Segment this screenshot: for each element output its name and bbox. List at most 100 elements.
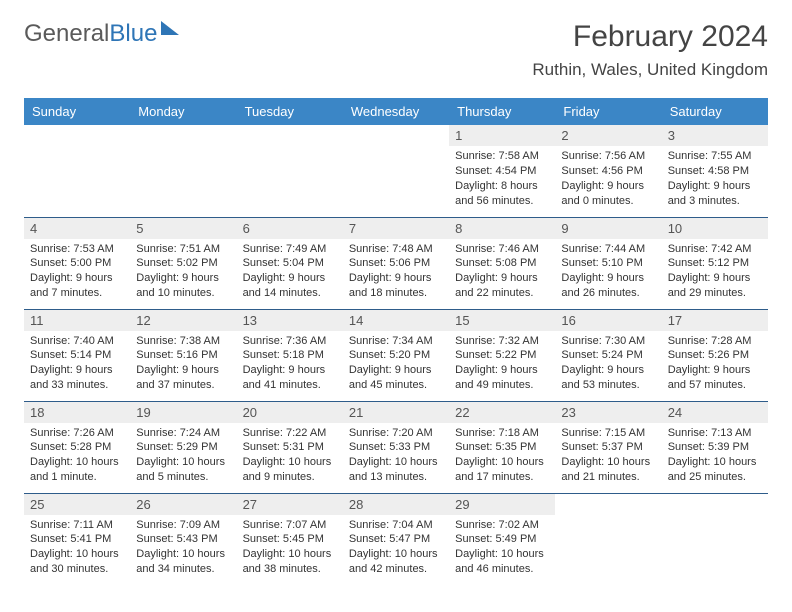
day-body: Sunrise: 7:09 AMSunset: 5:43 PMDaylight:… — [130, 515, 236, 583]
day-body: Sunrise: 7:53 AMSunset: 5:00 PMDaylight:… — [24, 239, 130, 307]
sunset-text: Sunset: 5:00 PM — [30, 256, 124, 271]
sunrise-text: Sunrise: 7:58 AM — [455, 149, 549, 164]
day-number: 8 — [449, 218, 555, 239]
sunset-text: Sunset: 5:18 PM — [243, 348, 337, 363]
day-body: Sunrise: 7:30 AMSunset: 5:24 PMDaylight:… — [555, 331, 661, 399]
day-number: 17 — [662, 310, 768, 331]
daylight-text: Daylight: 9 hours and 14 minutes. — [243, 271, 337, 301]
sunset-text: Sunset: 5:29 PM — [136, 440, 230, 455]
day-number: 24 — [662, 402, 768, 423]
day-body: Sunrise: 7:22 AMSunset: 5:31 PMDaylight:… — [237, 423, 343, 491]
day-body: Sunrise: 7:38 AMSunset: 5:16 PMDaylight:… — [130, 331, 236, 399]
calendar-day-cell: 28Sunrise: 7:04 AMSunset: 5:47 PMDayligh… — [343, 493, 449, 585]
sunset-text: Sunset: 5:08 PM — [455, 256, 549, 271]
calendar-day-cell: 25Sunrise: 7:11 AMSunset: 5:41 PMDayligh… — [24, 493, 130, 585]
calendar-day-cell: 21Sunrise: 7:20 AMSunset: 5:33 PMDayligh… — [343, 401, 449, 493]
weekday-header: Wednesday — [343, 98, 449, 125]
calendar-week-row: 25Sunrise: 7:11 AMSunset: 5:41 PMDayligh… — [24, 493, 768, 585]
brand-text-1: General — [24, 20, 109, 48]
sunrise-text: Sunrise: 7:56 AM — [561, 149, 655, 164]
daylight-text: Daylight: 10 hours and 13 minutes. — [349, 455, 443, 485]
sunrise-text: Sunrise: 7:30 AM — [561, 334, 655, 349]
weekday-header: Monday — [130, 98, 236, 125]
day-number: 10 — [662, 218, 768, 239]
calendar-day-cell: 10Sunrise: 7:42 AMSunset: 5:12 PMDayligh… — [662, 217, 768, 309]
day-number: 14 — [343, 310, 449, 331]
daylight-text: Daylight: 9 hours and 29 minutes. — [668, 271, 762, 301]
calendar-day-cell: 18Sunrise: 7:26 AMSunset: 5:28 PMDayligh… — [24, 401, 130, 493]
calendar-week-row: 4Sunrise: 7:53 AMSunset: 5:00 PMDaylight… — [24, 217, 768, 309]
calendar-day-cell: 12Sunrise: 7:38 AMSunset: 5:16 PMDayligh… — [130, 309, 236, 401]
location-subtitle: Ruthin, Wales, United Kingdom — [532, 60, 768, 80]
calendar-day-cell: 23Sunrise: 7:15 AMSunset: 5:37 PMDayligh… — [555, 401, 661, 493]
weekday-header: Sunday — [24, 98, 130, 125]
day-body: Sunrise: 7:26 AMSunset: 5:28 PMDaylight:… — [24, 423, 130, 491]
day-body: Sunrise: 7:49 AMSunset: 5:04 PMDaylight:… — [237, 239, 343, 307]
calendar-day-cell: 4Sunrise: 7:53 AMSunset: 5:00 PMDaylight… — [24, 217, 130, 309]
sunrise-text: Sunrise: 7:32 AM — [455, 334, 549, 349]
daylight-text: Daylight: 9 hours and 18 minutes. — [349, 271, 443, 301]
calendar-day-cell: 7Sunrise: 7:48 AMSunset: 5:06 PMDaylight… — [343, 217, 449, 309]
sunset-text: Sunset: 5:41 PM — [30, 532, 124, 547]
calendar-day-cell — [343, 125, 449, 217]
sunrise-text: Sunrise: 7:20 AM — [349, 426, 443, 441]
calendar-day-cell — [24, 125, 130, 217]
sunset-text: Sunset: 5:49 PM — [455, 532, 549, 547]
day-number: 15 — [449, 310, 555, 331]
calendar-day-cell: 24Sunrise: 7:13 AMSunset: 5:39 PMDayligh… — [662, 401, 768, 493]
sunrise-text: Sunrise: 7:49 AM — [243, 242, 337, 257]
sunrise-text: Sunrise: 7:44 AM — [561, 242, 655, 257]
daylight-text: Daylight: 10 hours and 5 minutes. — [136, 455, 230, 485]
daylight-text: Daylight: 8 hours and 56 minutes. — [455, 179, 549, 209]
calendar-day-cell: 13Sunrise: 7:36 AMSunset: 5:18 PMDayligh… — [237, 309, 343, 401]
sunset-text: Sunset: 5:39 PM — [668, 440, 762, 455]
weekday-header: Saturday — [662, 98, 768, 125]
daylight-text: Daylight: 9 hours and 26 minutes. — [561, 271, 655, 301]
brand-logo: GeneralBlue — [24, 20, 179, 48]
day-body: Sunrise: 7:56 AMSunset: 4:56 PMDaylight:… — [555, 146, 661, 214]
day-number: 9 — [555, 218, 661, 239]
sunrise-text: Sunrise: 7:15 AM — [561, 426, 655, 441]
day-body: Sunrise: 7:11 AMSunset: 5:41 PMDaylight:… — [24, 515, 130, 583]
sunrise-text: Sunrise: 7:22 AM — [243, 426, 337, 441]
sunrise-text: Sunrise: 7:28 AM — [668, 334, 762, 349]
daylight-text: Daylight: 10 hours and 46 minutes. — [455, 547, 549, 577]
calendar-day-cell: 11Sunrise: 7:40 AMSunset: 5:14 PMDayligh… — [24, 309, 130, 401]
sunrise-text: Sunrise: 7:48 AM — [349, 242, 443, 257]
daylight-text: Daylight: 10 hours and 21 minutes. — [561, 455, 655, 485]
calendar-body: 1Sunrise: 7:58 AMSunset: 4:54 PMDaylight… — [24, 125, 768, 585]
day-body: Sunrise: 7:18 AMSunset: 5:35 PMDaylight:… — [449, 423, 555, 491]
sunset-text: Sunset: 5:02 PM — [136, 256, 230, 271]
day-number: 13 — [237, 310, 343, 331]
day-number: 25 — [24, 494, 130, 515]
sunset-text: Sunset: 5:37 PM — [561, 440, 655, 455]
calendar-day-cell: 27Sunrise: 7:07 AMSunset: 5:45 PMDayligh… — [237, 493, 343, 585]
day-body: Sunrise: 7:44 AMSunset: 5:10 PMDaylight:… — [555, 239, 661, 307]
daylight-text: Daylight: 9 hours and 7 minutes. — [30, 271, 124, 301]
day-number: 1 — [449, 125, 555, 146]
sunrise-text: Sunrise: 7:53 AM — [30, 242, 124, 257]
sunset-text: Sunset: 5:10 PM — [561, 256, 655, 271]
calendar-day-cell: 22Sunrise: 7:18 AMSunset: 5:35 PMDayligh… — [449, 401, 555, 493]
sunrise-text: Sunrise: 7:11 AM — [30, 518, 124, 533]
sunrise-text: Sunrise: 7:02 AM — [455, 518, 549, 533]
sunset-text: Sunset: 5:45 PM — [243, 532, 337, 547]
day-number: 27 — [237, 494, 343, 515]
day-number: 26 — [130, 494, 236, 515]
weekday-header: Tuesday — [237, 98, 343, 125]
day-number: 28 — [343, 494, 449, 515]
daylight-text: Daylight: 9 hours and 53 minutes. — [561, 363, 655, 393]
daylight-text: Daylight: 9 hours and 49 minutes. — [455, 363, 549, 393]
calendar-day-cell: 2Sunrise: 7:56 AMSunset: 4:56 PMDaylight… — [555, 125, 661, 217]
day-body: Sunrise: 7:32 AMSunset: 5:22 PMDaylight:… — [449, 331, 555, 399]
daylight-text: Daylight: 10 hours and 9 minutes. — [243, 455, 337, 485]
sunset-text: Sunset: 5:35 PM — [455, 440, 549, 455]
sunset-text: Sunset: 5:16 PM — [136, 348, 230, 363]
calendar-day-cell — [130, 125, 236, 217]
sunrise-text: Sunrise: 7:26 AM — [30, 426, 124, 441]
day-number: 4 — [24, 218, 130, 239]
calendar-day-cell: 26Sunrise: 7:09 AMSunset: 5:43 PMDayligh… — [130, 493, 236, 585]
title-block: February 2024 Ruthin, Wales, United King… — [532, 20, 768, 80]
daylight-text: Daylight: 9 hours and 37 minutes. — [136, 363, 230, 393]
daylight-text: Daylight: 9 hours and 41 minutes. — [243, 363, 337, 393]
